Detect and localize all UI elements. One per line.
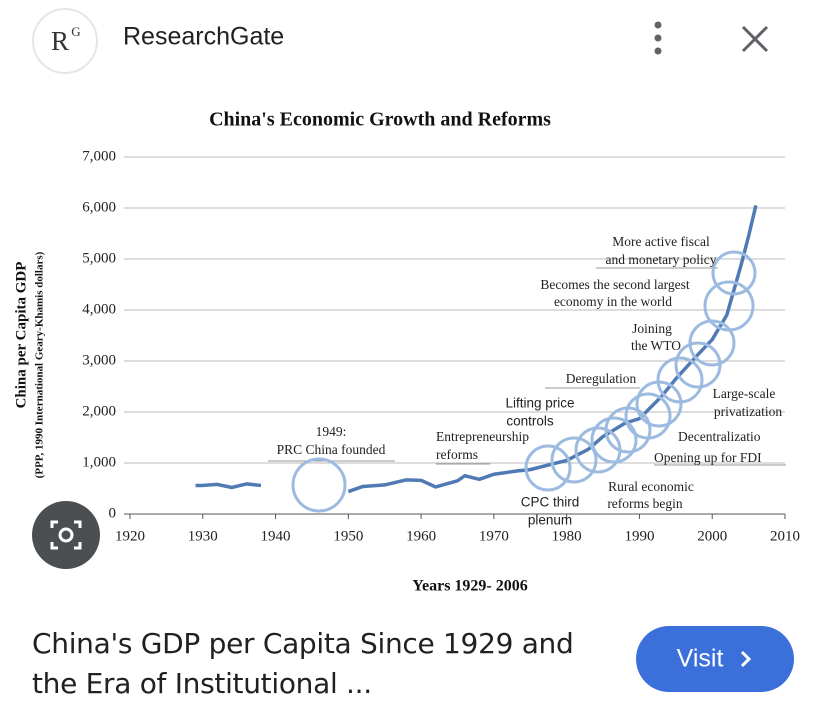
- x-tick-label: 1930: [188, 528, 218, 544]
- close-button[interactable]: [741, 25, 769, 53]
- annotation: the WTO: [631, 338, 681, 353]
- annotation: and monetary policy: [606, 252, 717, 267]
- y-tick-label: 0: [109, 505, 117, 521]
- visit-chevron: [740, 650, 752, 668]
- x-axis-label: Years 1929- 2006: [412, 578, 528, 595]
- x-tick-label: 1960: [406, 528, 436, 544]
- annotation: Rural economic: [608, 479, 694, 494]
- site-title: ResearchGate: [123, 23, 284, 51]
- visit-button[interactable]: [636, 626, 794, 692]
- x-tick-label: 1940: [261, 528, 291, 544]
- event-circle: [703, 280, 755, 332]
- event-circle: [624, 392, 672, 440]
- visit-label: Visit: [677, 645, 724, 673]
- event-circle: [711, 250, 757, 296]
- more-menu[interactable]: [654, 21, 662, 55]
- lens-icon: [50, 520, 82, 550]
- annotation: PRC China founded: [277, 442, 386, 457]
- y-tick-label: 6,000: [82, 199, 116, 215]
- caption[interactable]: China's GDP per Capita Since 1929 and th…: [32, 627, 574, 700]
- annotation: Lifting price: [505, 396, 574, 411]
- y-tick-label: 1,000: [82, 454, 116, 470]
- event-circle: [590, 416, 638, 464]
- logo-letter: R: [51, 26, 69, 56]
- logo-sup: G: [71, 24, 80, 39]
- annotation: plenum: [528, 513, 572, 528]
- x-tick-label: 1970: [479, 528, 509, 544]
- event-circle: [291, 457, 347, 513]
- y-tick-label: 5,000: [82, 250, 116, 266]
- x-tick-label: 1920: [115, 528, 145, 544]
- annotation: economy in the world: [554, 294, 672, 309]
- annotation: Joining: [632, 321, 672, 336]
- annotation: Decentralizatio: [678, 429, 761, 444]
- annotation: Becomes the second largest: [540, 277, 690, 292]
- annotation: Large-scale: [713, 386, 776, 401]
- y-tick-label: 3,000: [82, 352, 116, 368]
- x-tick-label: 1990: [624, 528, 654, 544]
- annotation: Entrepreneurship: [436, 429, 529, 444]
- y-tick-label: 4,000: [82, 301, 116, 317]
- annotation: privatization: [714, 404, 782, 419]
- x-tick-label: 1980: [552, 528, 582, 544]
- event-circle: [574, 426, 622, 474]
- y-tick-label: 7,000: [82, 148, 116, 164]
- x-tick-label: 2000: [697, 528, 727, 544]
- event-circle: [656, 356, 704, 404]
- annotation: Opening up for FDI: [654, 450, 762, 465]
- annotation: CPC third: [521, 495, 580, 510]
- overlay: 1949: PRC China founded Entrepreneurship re…: [195, 205, 782, 528]
- x-tick-label: 2010: [770, 528, 800, 544]
- annotation: reforms: [436, 447, 478, 462]
- event-circle: [550, 436, 598, 484]
- logo-badge[interactable]: [32, 8, 98, 74]
- annotation: 1949:: [316, 424, 347, 439]
- x-tick-label: 1950: [333, 528, 363, 544]
- event-circle: [524, 444, 572, 492]
- lens-button[interactable]: [32, 501, 100, 569]
- y-tick-label: 2,000: [82, 403, 116, 419]
- annotation: controls: [506, 414, 554, 429]
- annotation: reforms begin: [607, 496, 683, 511]
- y-axis-label: (PPP, 1990 International Geary-Khamis do…: [34, 251, 46, 478]
- chart-title: China's Economic Growth and Reforms: [209, 109, 551, 131]
- y-axis-label: China per Capita GDP: [13, 262, 29, 409]
- annotation: More active fiscal: [612, 234, 710, 249]
- annotation: Deregulation: [566, 371, 637, 386]
